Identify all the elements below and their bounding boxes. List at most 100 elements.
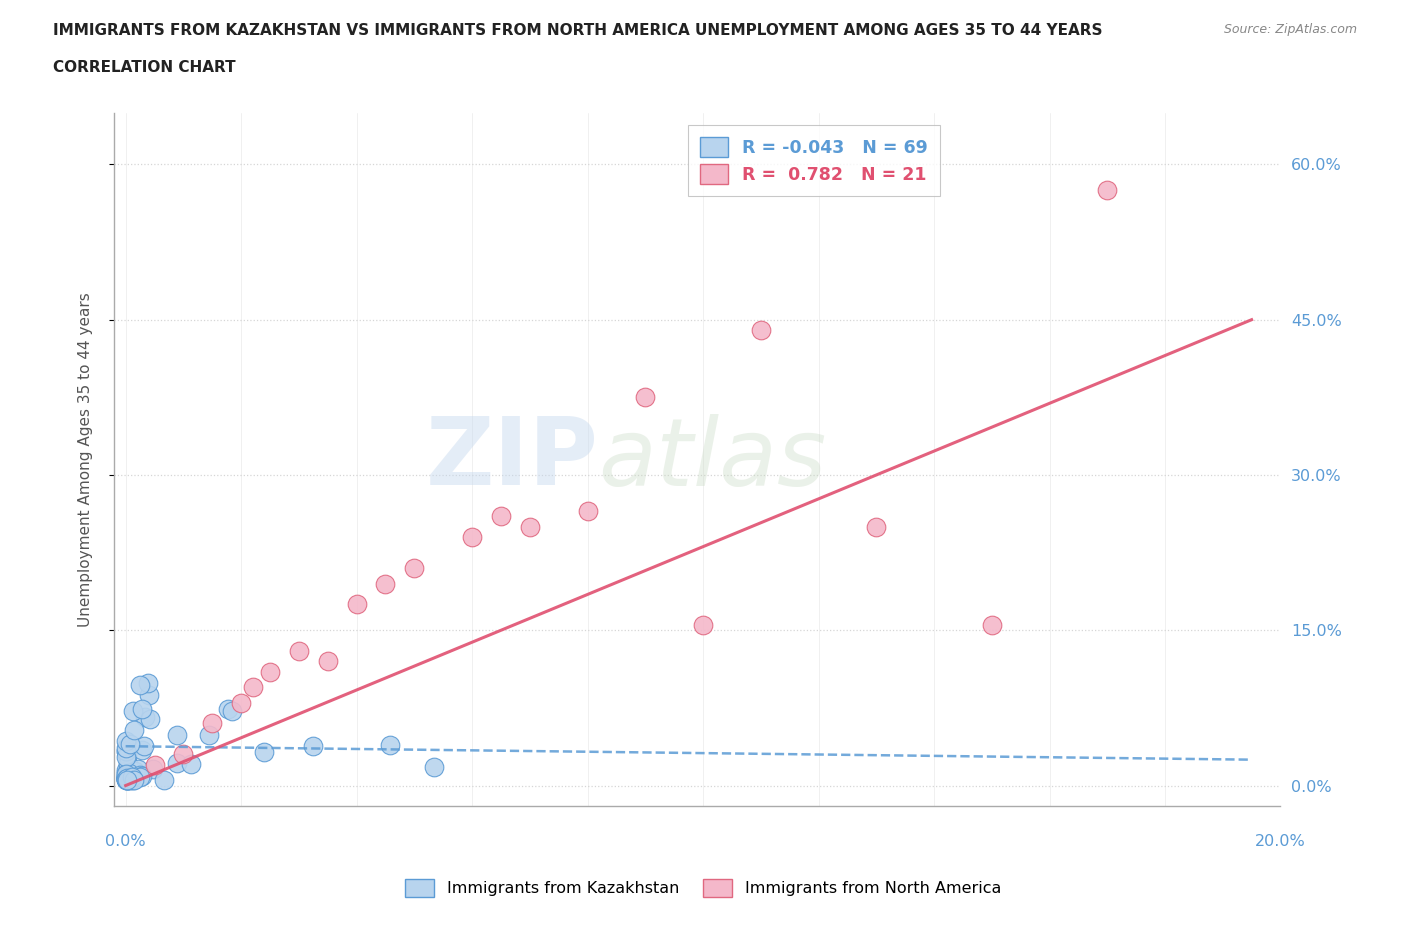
Point (692, 618, 714, 632)
Point (221, 703, 243, 718)
Point (374, 577, 396, 591)
Point (231, 696, 253, 711)
Point (316, 654, 339, 669)
Point (115, 748, 138, 763)
Point (118, 768, 141, 783)
Point (115, 772, 138, 787)
Point (118, 770, 141, 785)
Point (114, 770, 136, 785)
Point (142, 761, 165, 776)
Point (259, 664, 281, 679)
Point (166, 727, 188, 742)
Point (242, 680, 264, 695)
Point (172, 747, 194, 762)
Point (122, 723, 145, 737)
Point (115, 733, 138, 748)
Point (180, 756, 202, 771)
Point (121, 703, 143, 718)
Point (749, 323, 772, 338)
Y-axis label: Unemployment Among Ages 35 to 44 years: Unemployment Among Ages 35 to 44 years (79, 292, 93, 627)
Point (114, 767, 136, 782)
Point (118, 773, 141, 788)
Legend: Immigrants from Kazakhstan, Immigrants from North America: Immigrants from Kazakhstan, Immigrants f… (396, 870, 1010, 905)
Point (121, 773, 143, 788)
Point (201, 716, 224, 731)
Point (1097, 183, 1119, 198)
Point (519, 519, 541, 534)
Point (131, 743, 153, 758)
Point (124, 764, 146, 778)
Point (115, 772, 138, 787)
Point (118, 773, 141, 788)
Point (114, 768, 136, 783)
Point (115, 763, 138, 777)
Point (118, 765, 141, 780)
Point (121, 769, 143, 784)
Point (115, 773, 138, 788)
Point (114, 740, 136, 755)
Point (131, 769, 153, 784)
Point (124, 773, 146, 788)
Point (117, 768, 139, 783)
Point (118, 772, 141, 787)
Point (115, 769, 138, 784)
Point (117, 756, 139, 771)
Text: CORRELATION CHART: CORRELATION CHART (53, 60, 236, 75)
Point (980, 618, 1002, 632)
Point (138, 711, 160, 726)
Point (114, 771, 136, 786)
Point (346, 597, 368, 612)
Point (865, 519, 887, 534)
Text: 20.0%: 20.0% (1256, 834, 1306, 849)
Point (131, 701, 153, 716)
Point (404, 561, 426, 576)
Point (117, 770, 139, 785)
Point (166, 755, 188, 770)
Point (114, 744, 136, 759)
Point (118, 737, 141, 751)
Point (423, 760, 446, 775)
Point (118, 768, 141, 783)
Point (114, 772, 136, 787)
Point (115, 766, 138, 781)
Point (253, 744, 276, 759)
Point (198, 727, 221, 742)
Point (576, 504, 599, 519)
Point (114, 765, 136, 780)
Point (143, 757, 166, 772)
Point (302, 738, 325, 753)
Point (115, 772, 138, 787)
Point (114, 773, 136, 788)
Point (380, 737, 402, 752)
Point (114, 750, 136, 764)
Text: Source: ZipAtlas.com: Source: ZipAtlas.com (1223, 23, 1357, 36)
Legend: R = -0.043   N = 69, R =  0.782   N = 21: R = -0.043 N = 69, R = 0.782 N = 21 (688, 125, 939, 196)
Point (117, 772, 139, 787)
Point (115, 771, 138, 786)
Text: atlas: atlas (598, 414, 827, 505)
Point (129, 767, 152, 782)
Point (118, 770, 141, 785)
Point (288, 644, 311, 658)
Point (138, 687, 160, 702)
Point (217, 701, 239, 716)
Point (127, 762, 149, 777)
Point (115, 773, 138, 788)
Point (114, 771, 136, 786)
Point (115, 744, 138, 759)
Point (461, 530, 484, 545)
Text: IMMIGRANTS FROM KAZAKHSTAN VS IMMIGRANTS FROM NORTH AMERICA UNEMPLOYMENT AMONG A: IMMIGRANTS FROM KAZAKHSTAN VS IMMIGRANTS… (53, 23, 1102, 38)
Point (115, 767, 138, 782)
Point (114, 769, 136, 784)
Point (129, 770, 152, 785)
Point (134, 710, 156, 724)
Point (115, 773, 138, 788)
Point (152, 772, 174, 787)
Point (132, 738, 155, 753)
Point (489, 509, 512, 524)
Text: ZIP: ZIP (425, 414, 598, 505)
Point (136, 675, 159, 690)
Point (634, 390, 657, 405)
Text: 0.0%: 0.0% (105, 834, 146, 849)
Point (129, 677, 152, 692)
